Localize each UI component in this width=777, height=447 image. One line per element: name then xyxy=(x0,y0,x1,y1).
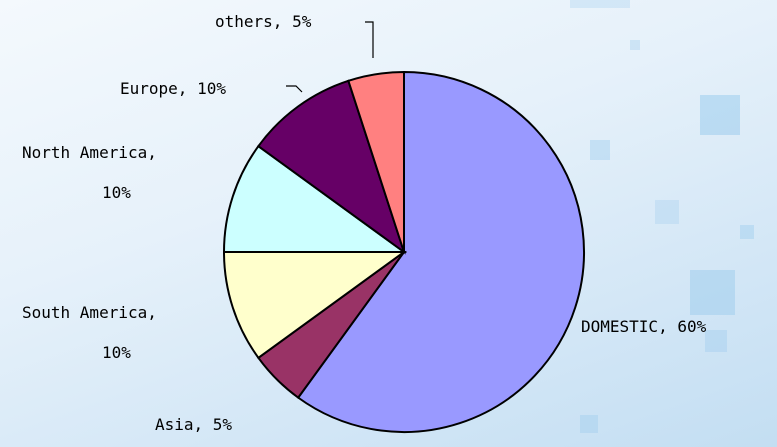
data-label: Europe, 10% xyxy=(120,79,226,98)
leader-line xyxy=(365,21,374,58)
data-label: South America, 10% xyxy=(22,303,157,362)
decorative-square xyxy=(700,95,740,135)
decorative-square xyxy=(590,140,610,160)
pie-slices xyxy=(222,70,585,433)
pie-slice-south-america xyxy=(222,251,408,360)
data-labels: DOMESTIC, 60% Asia, 5% South America, 10% No… xyxy=(22,12,707,434)
decorative-square xyxy=(580,415,598,433)
decorative-square xyxy=(705,330,727,352)
data-label: Asia, 5% xyxy=(155,415,232,434)
decorative-square xyxy=(690,270,735,315)
data-label: North America, 10% xyxy=(22,143,157,202)
leader-lines xyxy=(286,21,374,93)
data-label: DOMESTIC, 60% xyxy=(581,317,707,336)
pie-slice-north-america xyxy=(222,144,408,253)
leader-line xyxy=(286,85,303,93)
data-label: others, 5% xyxy=(215,12,312,31)
decorative-square xyxy=(630,40,640,50)
decorative-square xyxy=(655,200,679,224)
pie-slice-domestic xyxy=(296,70,585,433)
pie-slice-others xyxy=(347,70,405,253)
pie-slice-europe xyxy=(256,79,406,255)
decorative-square xyxy=(740,225,754,239)
decorative-square xyxy=(570,0,630,8)
